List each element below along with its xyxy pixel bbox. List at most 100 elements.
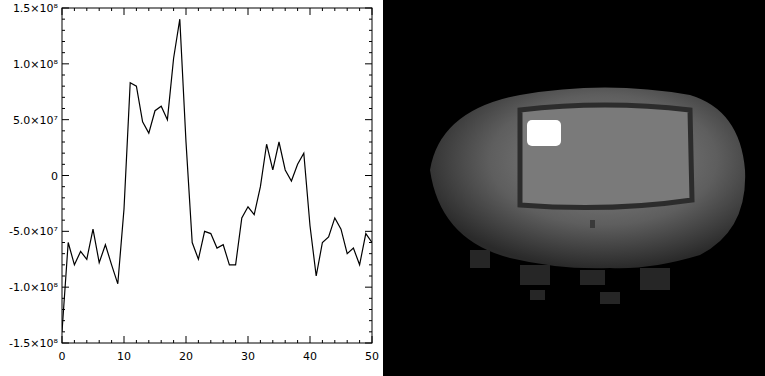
minor-tick bbox=[74, 8, 75, 11]
minor-tick bbox=[369, 320, 372, 321]
minor-tick bbox=[148, 340, 149, 343]
minor-tick bbox=[62, 153, 65, 154]
image-detail bbox=[470, 250, 490, 268]
minor-tick bbox=[369, 97, 372, 98]
image-background bbox=[383, 0, 765, 376]
minor-tick bbox=[369, 75, 372, 76]
x-tick bbox=[124, 336, 125, 343]
x-tick bbox=[310, 336, 311, 343]
minor-tick bbox=[62, 220, 65, 221]
minor-tick bbox=[62, 142, 65, 143]
x-tick bbox=[372, 8, 373, 15]
minor-tick bbox=[297, 340, 298, 343]
image-detail bbox=[530, 290, 545, 300]
x-tick bbox=[124, 8, 125, 15]
minor-tick bbox=[198, 340, 199, 343]
y-tick bbox=[62, 63, 69, 64]
y-tick bbox=[365, 8, 372, 9]
series bbox=[62, 19, 372, 332]
minor-tick bbox=[62, 242, 65, 243]
y-tick-label: 1.0×10⁸ bbox=[13, 58, 59, 71]
x-tick-label: 30 bbox=[241, 350, 255, 363]
minor-tick bbox=[235, 8, 236, 11]
data-line bbox=[62, 19, 372, 332]
x-tick bbox=[310, 8, 311, 15]
brain-region bbox=[520, 105, 692, 208]
minor-tick bbox=[369, 186, 372, 187]
mri-image bbox=[383, 0, 765, 376]
minor-tick bbox=[322, 8, 323, 11]
minor-tick bbox=[136, 340, 137, 343]
plot-frame bbox=[62, 8, 372, 343]
minor-tick bbox=[62, 130, 65, 131]
minor-tick bbox=[62, 264, 65, 265]
minor-tick bbox=[62, 30, 65, 31]
minor-tick bbox=[111, 340, 112, 343]
minor-tick bbox=[62, 197, 65, 198]
minor-tick bbox=[111, 8, 112, 11]
minor-tick bbox=[359, 340, 360, 343]
minor-tick bbox=[62, 97, 65, 98]
minor-tick bbox=[173, 340, 174, 343]
minor-tick bbox=[62, 209, 65, 210]
minor-tick bbox=[369, 86, 372, 87]
minor-tick bbox=[369, 130, 372, 131]
minor-tick bbox=[86, 340, 87, 343]
minor-tick bbox=[334, 8, 335, 11]
minor-tick bbox=[285, 8, 286, 11]
image-detail bbox=[600, 292, 620, 304]
y-tick-label: -1.5×10⁸ bbox=[9, 337, 59, 350]
minor-tick bbox=[369, 52, 372, 53]
x-tick bbox=[372, 336, 373, 343]
minor-tick bbox=[62, 276, 65, 277]
minor-tick bbox=[297, 8, 298, 11]
y-tick bbox=[62, 175, 69, 176]
image-detail bbox=[590, 220, 595, 228]
minor-tick bbox=[369, 220, 372, 221]
minor-tick bbox=[161, 8, 162, 11]
x-tick-label: 50 bbox=[365, 350, 379, 363]
y-tick-label: 5.0×10⁷ bbox=[13, 114, 58, 127]
axes: 01020304050-1.5×10⁸-1.0×10⁸-5.0×10⁷05.0×… bbox=[9, 2, 379, 363]
minor-tick bbox=[369, 331, 372, 332]
minor-tick bbox=[369, 264, 372, 265]
minor-tick bbox=[369, 41, 372, 42]
minor-tick bbox=[148, 8, 149, 11]
y-tick bbox=[62, 119, 69, 120]
x-tick bbox=[248, 336, 249, 343]
minor-tick bbox=[369, 197, 372, 198]
image-detail bbox=[520, 265, 550, 285]
y-tick bbox=[62, 343, 69, 344]
x-tick bbox=[186, 8, 187, 15]
minor-tick bbox=[285, 340, 286, 343]
minor-tick bbox=[369, 153, 372, 154]
figure: 01020304050-1.5×10⁸-1.0×10⁸-5.0×10⁷05.0×… bbox=[0, 0, 765, 376]
minor-tick bbox=[62, 186, 65, 187]
minor-tick bbox=[260, 340, 261, 343]
minor-tick bbox=[74, 340, 75, 343]
minor-tick bbox=[161, 340, 162, 343]
y-tick bbox=[365, 343, 372, 344]
minor-tick bbox=[359, 8, 360, 11]
activation-spot bbox=[527, 120, 561, 146]
minor-tick bbox=[62, 164, 65, 165]
y-tick bbox=[62, 231, 69, 232]
minor-tick bbox=[62, 41, 65, 42]
x-tick-label: 0 bbox=[59, 350, 66, 363]
minor-tick bbox=[235, 340, 236, 343]
brain-slice bbox=[430, 88, 745, 269]
y-tick bbox=[365, 63, 372, 64]
y-tick-label: 0 bbox=[51, 170, 58, 183]
minor-tick bbox=[369, 209, 372, 210]
minor-tick bbox=[62, 75, 65, 76]
minor-tick bbox=[173, 8, 174, 11]
minor-tick bbox=[369, 298, 372, 299]
x-tick bbox=[248, 8, 249, 15]
y-tick-label: -5.0×10⁷ bbox=[9, 225, 58, 238]
minor-tick bbox=[223, 8, 224, 11]
minor-tick bbox=[369, 253, 372, 254]
minor-tick bbox=[210, 8, 211, 11]
minor-tick bbox=[272, 340, 273, 343]
minor-tick bbox=[347, 340, 348, 343]
minor-tick bbox=[369, 309, 372, 310]
